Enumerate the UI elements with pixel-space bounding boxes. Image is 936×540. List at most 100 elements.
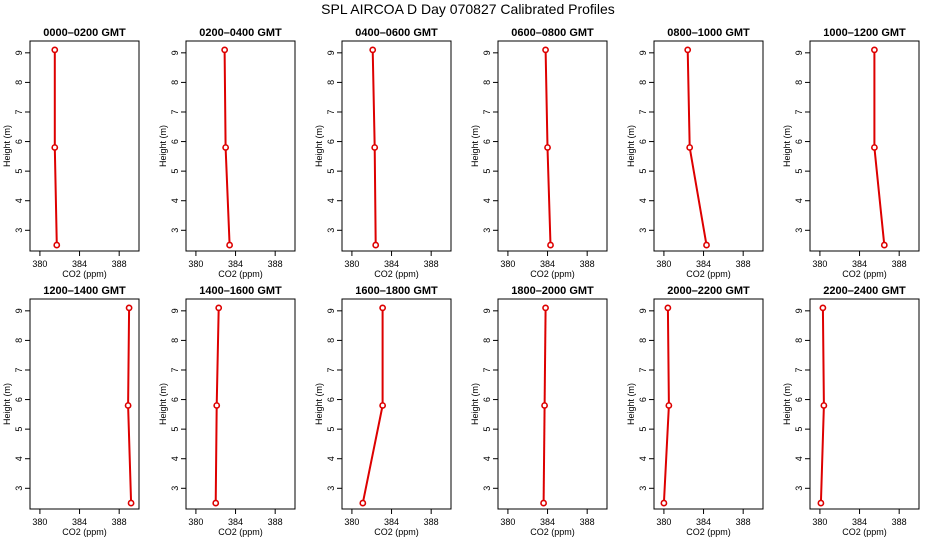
data-point	[223, 145, 228, 150]
y-tick-label: 4	[326, 456, 336, 461]
y-tick-label: 3	[482, 228, 492, 233]
data-point	[126, 305, 131, 310]
y-tick-label: 5	[170, 427, 180, 432]
y-tick-label: 4	[170, 198, 180, 203]
y-tick-label: 5	[794, 169, 804, 174]
y-tick-label: 3	[638, 486, 648, 491]
y-axis-label: Height (m)	[2, 125, 12, 167]
panel-1: 0200–0400 GMT 380 384 388 3 4 5 6 7 8 9 CO2 (ppm) He…	[158, 27, 295, 279]
panel-0: 0000–0200 GMT 380 384 388 3 4 5 6 7 8 9 CO2 (ppm) He…	[2, 27, 139, 279]
x-axis-label: CO2 (ppm)	[686, 527, 731, 537]
x-axis-label: CO2 (ppm)	[530, 269, 575, 279]
y-tick-label: 6	[170, 397, 180, 402]
y-tick-label: 9	[170, 308, 180, 313]
y-tick-label: 4	[14, 456, 24, 461]
data-point	[227, 242, 232, 247]
x-tick-label: 380	[32, 517, 47, 527]
x-axis-label: CO2 (ppm)	[218, 527, 263, 537]
data-point	[380, 305, 385, 310]
y-tick-label: 5	[326, 169, 336, 174]
y-tick-label: 7	[326, 367, 336, 372]
x-tick-label: 380	[32, 259, 47, 269]
panel-title: 1200–1400 GMT	[43, 285, 126, 297]
panel-frame	[186, 41, 295, 251]
y-tick-label: 4	[794, 198, 804, 203]
y-tick-label: 8	[14, 80, 24, 85]
data-point	[370, 47, 375, 52]
y-tick-label: 6	[482, 139, 492, 144]
y-tick-label: 9	[638, 308, 648, 313]
data-point	[545, 145, 550, 150]
y-tick-label: 3	[326, 486, 336, 491]
x-tick-label: 384	[696, 517, 711, 527]
y-tick-label: 3	[170, 228, 180, 233]
x-axis-label: CO2 (ppm)	[374, 269, 419, 279]
y-tick-label: 8	[170, 338, 180, 343]
panel-title: 1000–1200 GMT	[823, 27, 906, 39]
panel-frame	[342, 41, 451, 251]
y-axis-label: Height (m)	[782, 125, 792, 167]
y-tick-label: 7	[170, 367, 180, 372]
y-tick-label: 6	[638, 139, 648, 144]
panel-frame	[30, 41, 139, 251]
data-point	[661, 500, 666, 505]
y-tick-label: 9	[14, 308, 24, 313]
data-point	[666, 403, 671, 408]
x-tick-label: 380	[344, 517, 359, 527]
data-point	[821, 403, 826, 408]
y-tick-label: 6	[482, 397, 492, 402]
data-point	[548, 242, 553, 247]
data-point	[360, 500, 365, 505]
panel-title: 2000–2200 GMT	[667, 285, 750, 297]
x-axis-label: CO2 (ppm)	[842, 269, 887, 279]
y-tick-label: 6	[794, 139, 804, 144]
x-tick-label: 388	[736, 259, 751, 269]
x-tick-label: 380	[344, 259, 359, 269]
y-tick-label: 6	[326, 397, 336, 402]
y-axis-label: Height (m)	[470, 383, 480, 425]
x-tick-label: 388	[268, 259, 283, 269]
x-tick-label: 384	[228, 259, 243, 269]
y-axis-label: Height (m)	[2, 383, 12, 425]
x-tick-label: 384	[72, 259, 87, 269]
y-tick-label: 7	[14, 109, 24, 114]
x-axis-label: CO2 (ppm)	[530, 527, 575, 537]
panel-title: 1400–1600 GMT	[199, 285, 282, 297]
x-tick-label: 384	[696, 259, 711, 269]
data-point	[820, 305, 825, 310]
data-point	[126, 403, 131, 408]
panel-title: 0800–1000 GMT	[667, 27, 750, 39]
x-tick-label: 388	[112, 517, 127, 527]
y-tick-label: 5	[170, 169, 180, 174]
y-tick-label: 5	[326, 427, 336, 432]
data-point	[54, 242, 59, 247]
y-tick-label: 9	[326, 308, 336, 313]
y-tick-label: 8	[482, 338, 492, 343]
y-tick-label: 8	[482, 80, 492, 85]
panel-title: 2200–2400 GMT	[823, 285, 906, 297]
panel-frame	[654, 41, 763, 251]
y-tick-label: 5	[14, 169, 24, 174]
y-axis-label: Height (m)	[782, 383, 792, 425]
y-tick-label: 9	[14, 50, 24, 55]
x-tick-label: 380	[500, 517, 515, 527]
x-tick-label: 380	[812, 259, 827, 269]
y-axis-label: Height (m)	[314, 125, 324, 167]
y-tick-label: 3	[14, 486, 24, 491]
x-tick-label: 384	[540, 517, 555, 527]
data-point	[543, 47, 548, 52]
y-axis-label: Height (m)	[626, 383, 636, 425]
y-tick-label: 3	[794, 228, 804, 233]
y-tick-label: 6	[14, 397, 24, 402]
data-point	[372, 145, 377, 150]
y-tick-label: 7	[170, 109, 180, 114]
panel-title: 0600–0800 GMT	[511, 27, 594, 39]
x-tick-label: 380	[188, 517, 203, 527]
x-tick-label: 388	[424, 517, 439, 527]
x-axis-label: CO2 (ppm)	[686, 269, 731, 279]
x-tick-label: 384	[72, 517, 87, 527]
x-tick-label: 388	[580, 259, 595, 269]
panel-frame	[498, 299, 607, 509]
y-tick-label: 8	[14, 338, 24, 343]
